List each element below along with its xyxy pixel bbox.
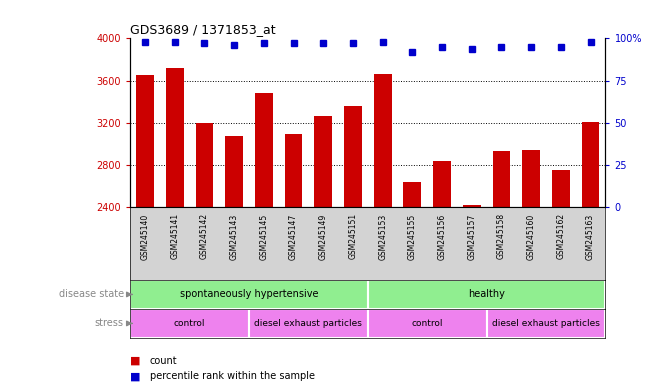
Text: GSM245147: GSM245147 — [289, 213, 298, 260]
Bar — [166, 68, 184, 207]
Bar — [284, 134, 303, 207]
Text: GSM245160: GSM245160 — [527, 213, 536, 260]
Bar — [374, 74, 391, 207]
Text: control: control — [411, 319, 443, 328]
Bar — [344, 106, 362, 207]
Text: GSM245151: GSM245151 — [348, 213, 357, 260]
Text: spontaneously hypertensive: spontaneously hypertensive — [180, 290, 318, 300]
Text: GSM245145: GSM245145 — [259, 213, 268, 260]
Text: GDS3689 / 1371853_at: GDS3689 / 1371853_at — [130, 23, 276, 36]
Bar — [225, 136, 243, 207]
Text: diesel exhaust particles: diesel exhaust particles — [492, 319, 600, 328]
Bar — [552, 170, 570, 207]
Bar — [493, 151, 510, 207]
Text: GSM245140: GSM245140 — [141, 213, 150, 260]
Bar — [314, 116, 332, 207]
Text: ■: ■ — [130, 371, 145, 381]
Bar — [404, 182, 421, 207]
Text: diesel exhaust particles: diesel exhaust particles — [255, 319, 363, 328]
Bar — [522, 151, 540, 207]
Text: GSM245149: GSM245149 — [319, 213, 327, 260]
Bar — [249, 309, 368, 338]
Text: GSM245157: GSM245157 — [467, 213, 477, 260]
Bar — [581, 122, 600, 207]
Text: GSM245155: GSM245155 — [408, 213, 417, 260]
Bar — [433, 161, 451, 207]
Text: GSM245158: GSM245158 — [497, 213, 506, 260]
Text: healthy: healthy — [468, 290, 505, 300]
Text: ■: ■ — [130, 356, 145, 366]
Bar — [255, 93, 273, 207]
Text: GSM245142: GSM245142 — [200, 213, 209, 260]
Text: control: control — [174, 319, 205, 328]
Bar — [195, 123, 214, 207]
Text: GSM245163: GSM245163 — [586, 213, 595, 260]
Bar — [130, 309, 249, 338]
Text: GSM245143: GSM245143 — [230, 213, 239, 260]
Text: GSM245141: GSM245141 — [171, 213, 179, 260]
Bar — [463, 205, 480, 207]
Text: disease state: disease state — [59, 290, 124, 300]
Text: GSM245162: GSM245162 — [557, 213, 565, 260]
Text: percentile rank within the sample: percentile rank within the sample — [150, 371, 314, 381]
Text: count: count — [150, 356, 177, 366]
Bar — [130, 280, 368, 309]
Text: stress: stress — [94, 318, 124, 328]
Bar — [136, 75, 154, 207]
Text: GSM245156: GSM245156 — [437, 213, 447, 260]
Text: GSM245153: GSM245153 — [378, 213, 387, 260]
Bar — [368, 309, 486, 338]
Bar — [486, 309, 605, 338]
Bar — [368, 280, 605, 309]
